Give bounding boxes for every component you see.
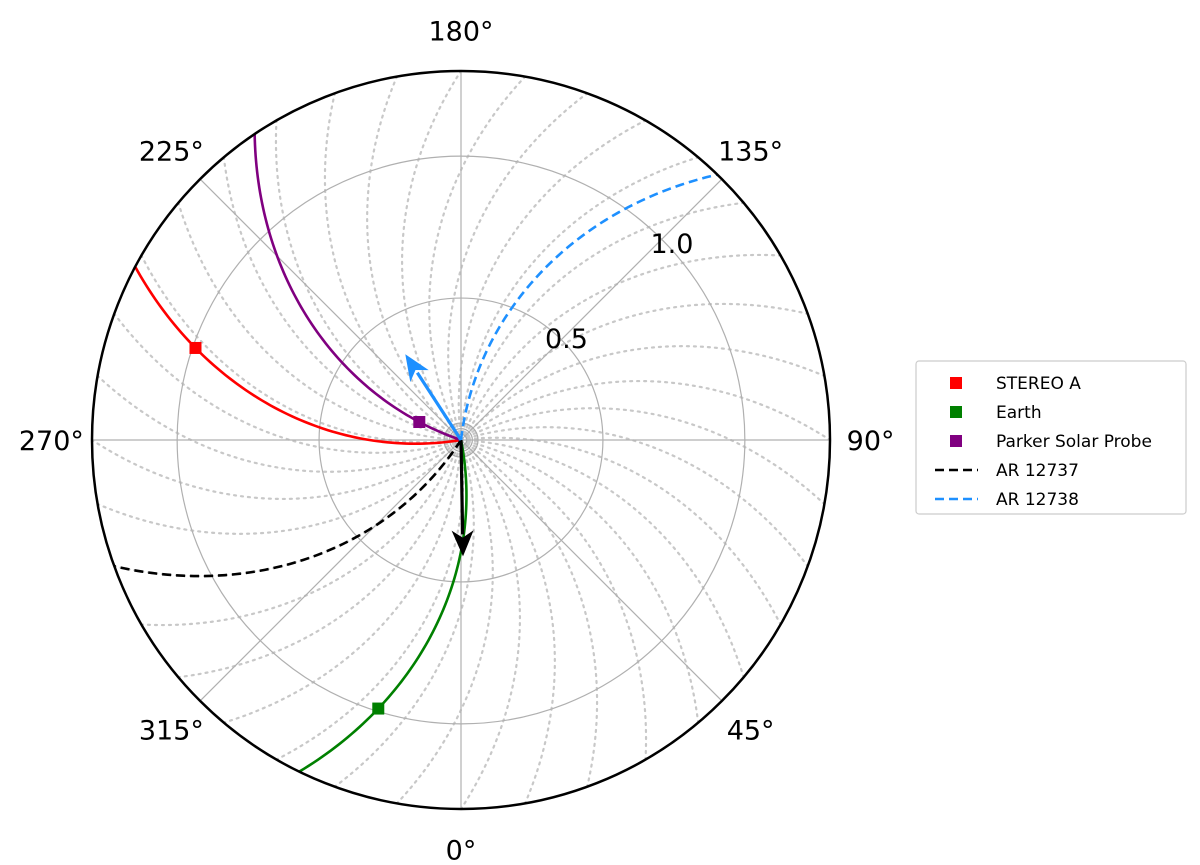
angular-tick-label: 180° (428, 16, 493, 47)
tick-labels: 0° 45° 90° 135° 180° 225° 270° 315° 0.5 1.0 (19, 16, 895, 865)
legend: STEREO A Earth Parker Solar Probe AR 12737 A… (915, 360, 1187, 515)
background-spiral (275, 438, 465, 761)
background-spiral (459, 302, 809, 442)
background-spiral (113, 438, 463, 578)
legend-marker (950, 377, 962, 389)
background-spiral (177, 438, 463, 679)
position-marker (189, 341, 202, 354)
angular-tick-label: 315° (139, 716, 204, 747)
background-spiral (457, 119, 647, 442)
marker-layer (189, 341, 426, 715)
background-spiral (400, 71, 463, 442)
series-line (113, 439, 463, 578)
background-spiral (140, 254, 463, 444)
angular-grid-line (460, 178, 723, 441)
legend-label: AR 12738 (996, 490, 1079, 510)
background-spiral (459, 436, 782, 626)
angular-tick-label: 135° (718, 136, 783, 167)
background-spiral (459, 407, 826, 506)
background-spiral (459, 426, 809, 568)
series-line (459, 173, 718, 441)
polar-grid (92, 71, 830, 809)
series-layer (113, 134, 718, 773)
series-line (134, 266, 462, 445)
background-spiral (96, 374, 463, 473)
background-spiral (459, 379, 830, 442)
background-spiral (459, 345, 826, 442)
angular-grid-line (199, 178, 462, 441)
background-spirals (92, 71, 830, 809)
background-spiral (459, 438, 745, 679)
background-spiral (447, 92, 589, 442)
background-spiral (395, 438, 494, 805)
angular-tick-label: 0° (446, 836, 477, 865)
angular-tick-label: 45° (727, 716, 775, 747)
legend-marker (950, 435, 962, 447)
background-spiral (333, 438, 475, 788)
background-spiral (459, 438, 522, 809)
angular-grid-line (199, 439, 462, 702)
background-spiral (96, 438, 463, 535)
background-spiral (459, 253, 782, 442)
plot-outline (90, 69, 832, 811)
direction-arrow-head (405, 354, 429, 383)
background-spiral (366, 75, 463, 442)
direction-arrow-shaft (415, 371, 463, 441)
series-line (253, 134, 462, 442)
angular-tick-label: 270° (19, 426, 84, 457)
background-spiral (222, 438, 463, 724)
background-spiral (274, 119, 463, 442)
direction-arrow-shaft (459, 439, 465, 535)
background-spiral (222, 156, 463, 442)
background-spiral (140, 438, 463, 627)
position-marker (413, 416, 426, 429)
radial-tick-label: 0.5 (545, 324, 588, 355)
background-spiral (459, 438, 599, 788)
background-spiral (323, 92, 463, 442)
position-marker (372, 702, 385, 715)
angular-tick-label: 90° (847, 426, 895, 457)
legend-label: Earth (996, 403, 1042, 423)
background-spiral (459, 438, 556, 805)
angular-grid-line (460, 439, 723, 702)
legend-label: Parker Solar Probe (996, 432, 1152, 452)
angular-tick-label: 225° (139, 136, 204, 167)
background-spiral (459, 438, 700, 724)
background-spiral (113, 312, 463, 454)
background-spiral (459, 438, 648, 761)
background-spiral (459, 201, 745, 442)
legend-marker (950, 406, 962, 418)
legend-label: STEREO A (996, 374, 1081, 394)
radial-tick-label: 1.0 (650, 229, 693, 260)
background-spiral (92, 438, 463, 501)
arrow-layer (405, 354, 474, 557)
series-line (298, 439, 468, 773)
legend-label: AR 12737 (996, 461, 1079, 481)
background-spiral (177, 201, 463, 442)
background-spiral (428, 75, 527, 442)
legend-frame (915, 360, 1187, 515)
direction-arrow-head (451, 530, 474, 557)
background-spiral (459, 156, 700, 442)
